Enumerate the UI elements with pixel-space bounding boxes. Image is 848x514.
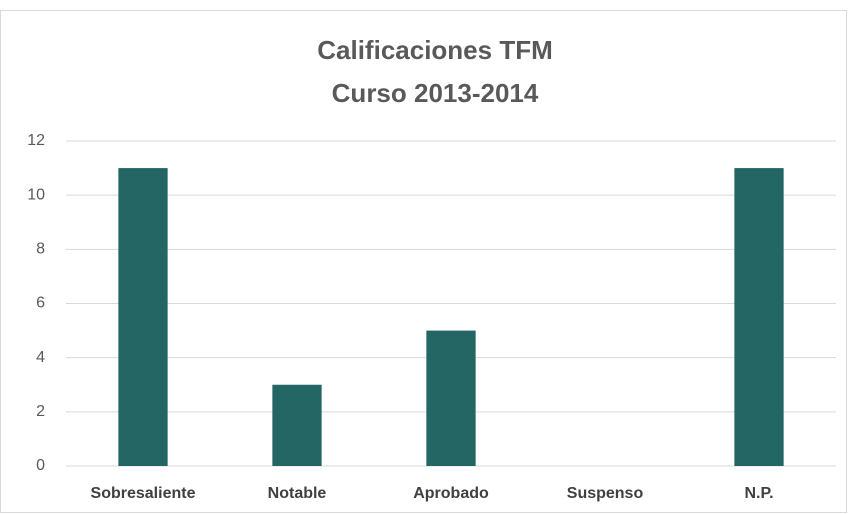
x-tick-label: Aprobado — [413, 485, 489, 502]
chart-title: Calificaciones TFM — [317, 35, 553, 65]
y-tick-label: 6 — [36, 295, 45, 312]
y-tick-label: 8 — [36, 241, 45, 258]
y-tick-label: 10 — [27, 186, 45, 203]
y-tick-label: 0 — [36, 457, 45, 474]
bar — [426, 330, 476, 466]
x-tick-label: Sobresaliente — [91, 485, 196, 502]
y-tick-label: 2 — [36, 403, 45, 420]
y-tick-label: 4 — [36, 349, 45, 366]
bar — [272, 384, 322, 466]
bar — [734, 168, 784, 467]
x-tick-label: N.P. — [744, 485, 773, 502]
y-tick-label: 12 — [27, 132, 45, 149]
bar — [118, 168, 168, 467]
x-tick-label: Notable — [268, 485, 327, 502]
x-tick-label: Suspenso — [567, 485, 644, 502]
chart-subtitle: Curso 2013-2014 — [332, 78, 539, 108]
